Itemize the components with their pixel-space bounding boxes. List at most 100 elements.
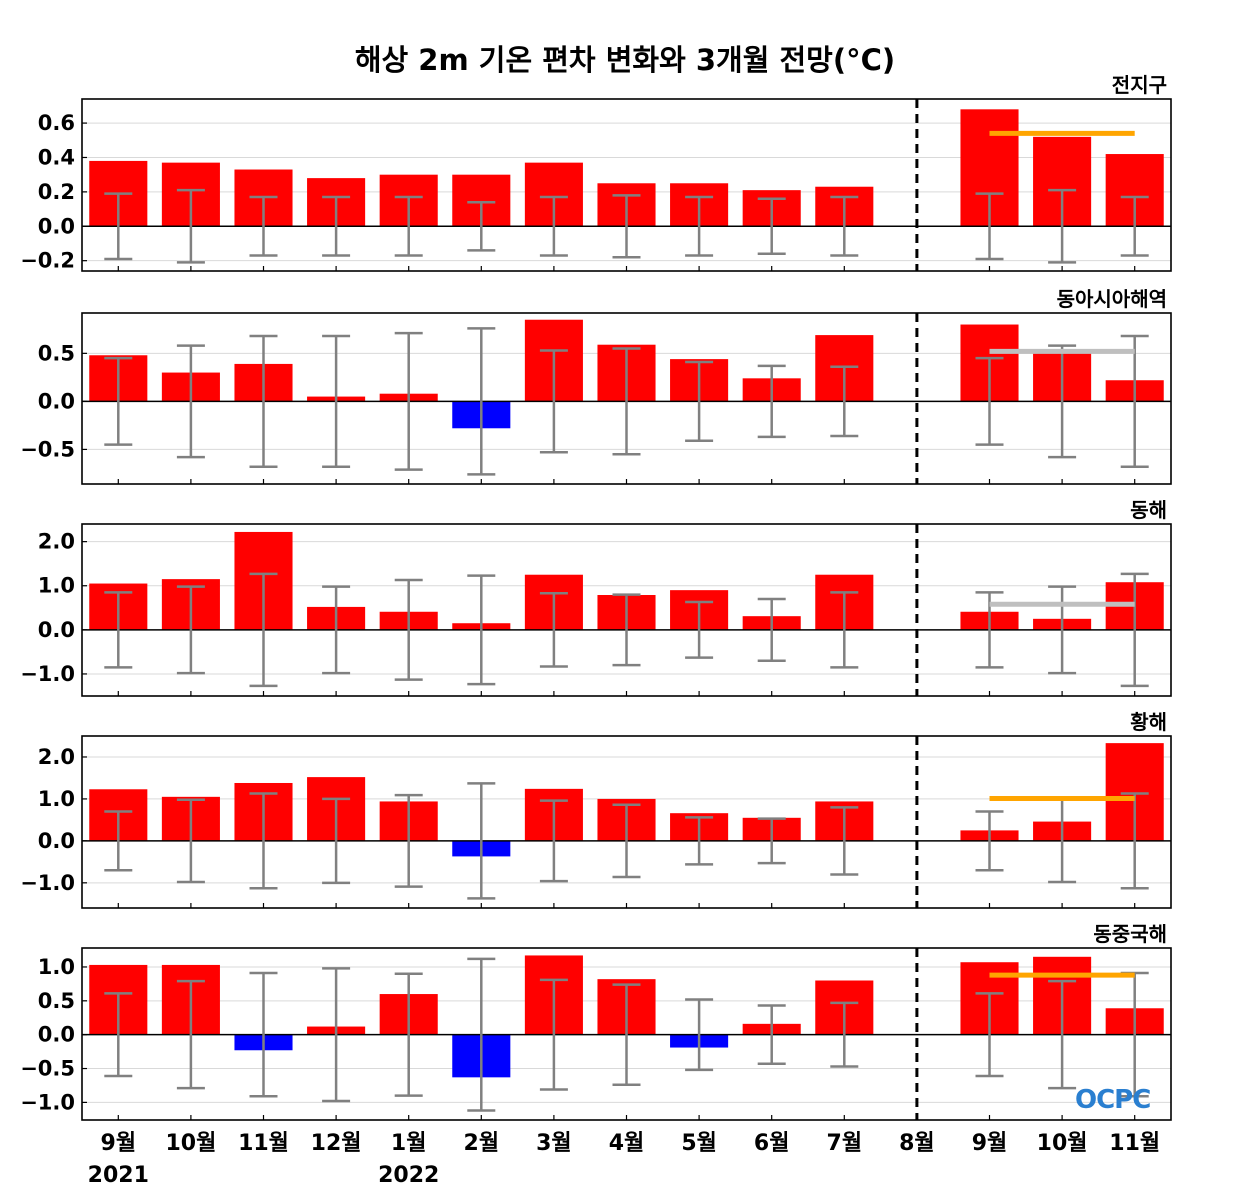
error-bar	[975, 356, 1004, 446]
error-bar	[176, 188, 205, 264]
error-bar	[539, 799, 568, 883]
error-bar	[1048, 979, 1077, 1090]
error-bar	[1048, 585, 1077, 675]
error-bar	[539, 195, 568, 257]
error-bar	[612, 983, 641, 1087]
error-bar	[685, 998, 714, 1072]
panel-title: 동중국해	[1093, 922, 1167, 946]
error-bar	[757, 817, 786, 865]
error-bar	[1120, 334, 1149, 468]
error-bar	[1120, 572, 1149, 688]
error-bar	[249, 971, 278, 1098]
error-bar	[467, 574, 496, 686]
error-bar	[757, 197, 786, 256]
y-tick-label: 0.0	[38, 214, 75, 238]
error-bar	[394, 972, 423, 1097]
panel-3: −1.0 0.0 1.0 2.0 동해	[20, 498, 1172, 697]
x-tick-label: 4월	[609, 1131, 645, 1156]
x-tick-label: 3월	[536, 1131, 572, 1156]
error-bar	[249, 334, 278, 468]
panel-4: −1.0 0.0 1.0 2.0 황해	[20, 710, 1172, 909]
error-bar	[830, 365, 859, 438]
y-tick-label: 2.0	[38, 530, 75, 554]
y-tick-label: −0.5	[20, 437, 75, 461]
error-bar	[1048, 188, 1077, 264]
y-tick-label: −1.0	[20, 871, 75, 895]
error-bar	[830, 591, 859, 669]
x-tick-label: 9월	[972, 1131, 1008, 1156]
x-tick-label: 10월	[165, 1131, 216, 1156]
error-bar	[1120, 792, 1149, 890]
error-bar	[1120, 195, 1149, 257]
x-axis: 9월 10월 11월 12월 1월 2월 3월 4월 5월 6월 7월 8월 9월 10월 11월 2021 2…	[88, 1131, 1160, 1188]
x-tick-label: 6월	[754, 1131, 790, 1156]
panel-title: 동해	[1130, 498, 1167, 522]
y-tick-label: 1.0	[38, 574, 75, 598]
error-bar	[104, 356, 133, 446]
error-bar	[539, 349, 568, 454]
error-bar	[322, 967, 351, 1103]
y-tick-label: 0.2	[38, 180, 75, 204]
error-bar	[539, 591, 568, 668]
year-label: 2021	[88, 1163, 149, 1188]
error-bar	[830, 806, 859, 876]
error-bar	[322, 585, 351, 675]
error-bar	[612, 194, 641, 259]
y-tick-label: −0.5	[20, 1057, 75, 1081]
ocpc-logo: OCPC	[1075, 1085, 1151, 1115]
y-tick-label: 2.0	[38, 745, 75, 769]
panel-title: 동아시아해역	[1057, 287, 1167, 311]
error-bar	[612, 593, 641, 667]
error-bar	[830, 1001, 859, 1068]
error-bar	[104, 992, 133, 1078]
error-bar	[249, 572, 278, 688]
error-bar	[104, 192, 133, 261]
x-tick-label: 11월	[238, 1131, 289, 1156]
x-tick-label: 2월	[464, 1131, 500, 1156]
error-bar	[176, 585, 205, 675]
y-tick-label: 0.6	[38, 111, 75, 135]
x-tick-label: 1월	[391, 1131, 427, 1156]
error-bar	[757, 1004, 786, 1066]
error-bar	[104, 591, 133, 669]
x-tick-label: 10월	[1037, 1131, 1088, 1156]
error-bar	[394, 793, 423, 888]
error-bar	[394, 195, 423, 257]
x-tick-label: 11월	[1109, 1131, 1160, 1156]
panel-1: −0.2 0.0 0.2 0.4 0.6 전지구	[20, 73, 1172, 273]
y-tick-label: 1.0	[38, 955, 75, 979]
error-bar	[176, 798, 205, 884]
error-bar	[830, 195, 859, 257]
x-tick-label: 8월	[899, 1131, 935, 1156]
x-tick-label: 7월	[827, 1131, 863, 1156]
y-tick-label: −0.2	[20, 249, 75, 273]
y-tick-label: −1.0	[20, 662, 75, 686]
error-bar	[104, 810, 133, 872]
x-tick-label: 12월	[311, 1131, 362, 1156]
error-bar	[467, 200, 496, 252]
error-bar	[322, 797, 351, 885]
error-bar	[685, 360, 714, 443]
error-bar	[539, 978, 568, 1091]
error-bar	[249, 792, 278, 890]
error-bar	[176, 344, 205, 459]
y-tick-label: 0.0	[38, 618, 75, 642]
error-bar	[757, 364, 786, 439]
error-bar	[467, 327, 496, 476]
error-bar	[467, 957, 496, 1112]
logo-text: OCPC	[1075, 1085, 1150, 1115]
chart-title: 해상 2m 기온 편차 변화와 3개월 전망(°C)	[355, 43, 895, 77]
error-bar	[975, 810, 1004, 872]
y-tick-label: 0.0	[38, 1023, 75, 1047]
error-bar	[322, 195, 351, 257]
panel-title: 전지구	[1112, 73, 1167, 97]
year-label: 2022	[378, 1163, 439, 1188]
error-bar	[322, 334, 351, 468]
error-bar	[612, 803, 641, 879]
error-bar	[467, 782, 496, 900]
error-bar	[1048, 344, 1077, 459]
error-bar	[394, 331, 423, 471]
panel-2: −0.5 0.0 0.5 동아시아해역	[20, 287, 1172, 485]
error-bar	[685, 600, 714, 659]
